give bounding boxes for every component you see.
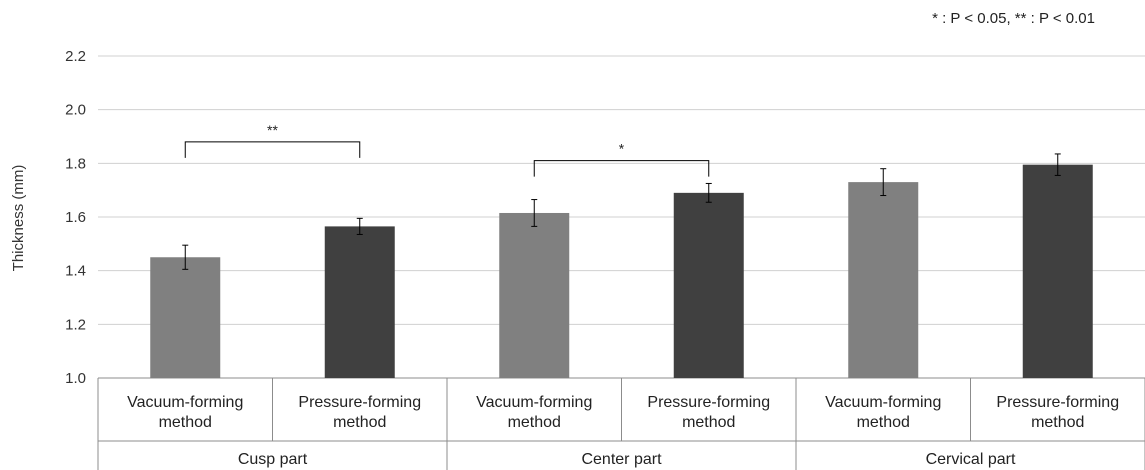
bar [1022,164,1093,378]
significance-note: * : P < 0.05, ** : P < 0.01 [932,10,1095,27]
significance-bracket [184,141,361,158]
bar [848,182,919,378]
error-bars [182,153,1061,270]
y-tick-label: 2.2 [65,48,86,65]
category-label: Vacuum-forming [825,394,941,411]
group-label: Cusp part [238,451,308,468]
significance-bracket [533,160,710,177]
y-tick-label: 1.4 [65,263,86,280]
category-label: Vacuum-forming [127,394,243,411]
significance-brackets: *** [184,122,710,177]
significance-marker: ** [267,122,278,138]
y-tick-label: 2.0 [65,102,86,119]
category-label: Vacuum-forming [476,394,592,411]
category-label: Pressure-forming [996,394,1119,411]
category-label: method [682,414,735,431]
group-label: Center part [581,451,662,468]
y-axis-label: Thickness (mm) [10,165,27,272]
category-label: method [1031,414,1084,431]
bar [150,257,221,378]
category-label: Pressure-forming [298,394,421,411]
bar [324,226,395,378]
bar [673,192,744,378]
y-tick-label: 1.8 [65,155,86,172]
category-label: method [508,414,561,431]
significance-marker: * [619,141,625,157]
category-label: method [159,414,212,431]
category-label: Pressure-forming [647,394,770,411]
bars [150,164,1093,378]
category-label: method [857,414,910,431]
category-label: method [333,414,386,431]
y-tick-label: 1.2 [65,316,86,333]
y-tick-labels: 1.0 1.2 1.4 1.6 1.8 2.0 2.2 [65,48,86,387]
group-label: Cervical part [926,451,1016,468]
y-tick-label: 1.6 [65,209,86,226]
category-axis: Vacuum-forming method Pressure-forming meth… [97,378,1145,470]
y-tick-label: 1.0 [65,370,86,387]
gridlines [98,55,1145,379]
bar [499,212,570,378]
